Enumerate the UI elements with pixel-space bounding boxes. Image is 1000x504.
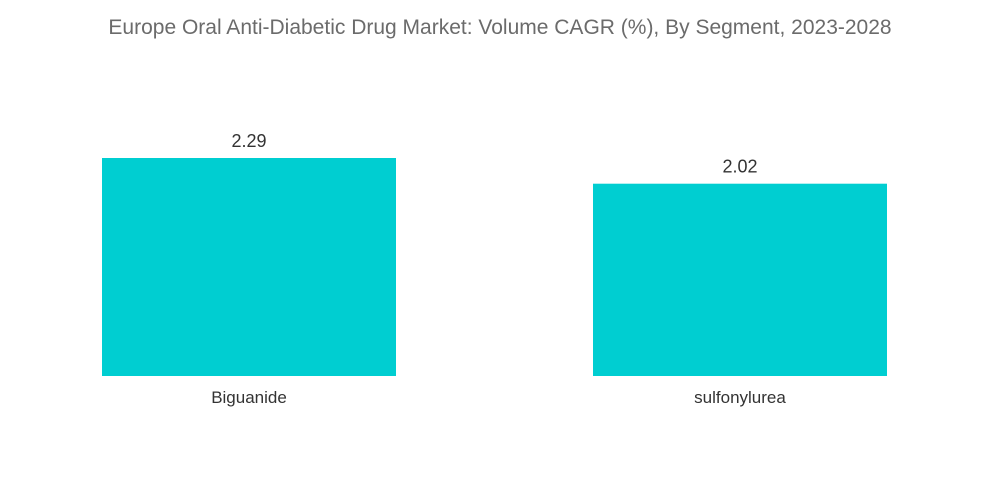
- category-label-biguanide: Biguanide: [211, 388, 287, 407]
- bar-sulfonylurea: [593, 183, 887, 376]
- chart-title: Europe Oral Anti-Diabetic Drug Market: V…: [108, 16, 892, 39]
- category-label-sulfonylurea: sulfonylurea: [694, 388, 786, 407]
- value-label-sulfonylurea: 2.02: [722, 157, 757, 177]
- value-label-biguanide: 2.29: [231, 131, 266, 151]
- bars-layer: [102, 158, 887, 376]
- value-labels-layer: 2.29 2.02: [231, 131, 757, 177]
- bar-biguanide: [102, 158, 396, 376]
- category-labels-layer: Biguanide sulfonylurea: [211, 388, 786, 407]
